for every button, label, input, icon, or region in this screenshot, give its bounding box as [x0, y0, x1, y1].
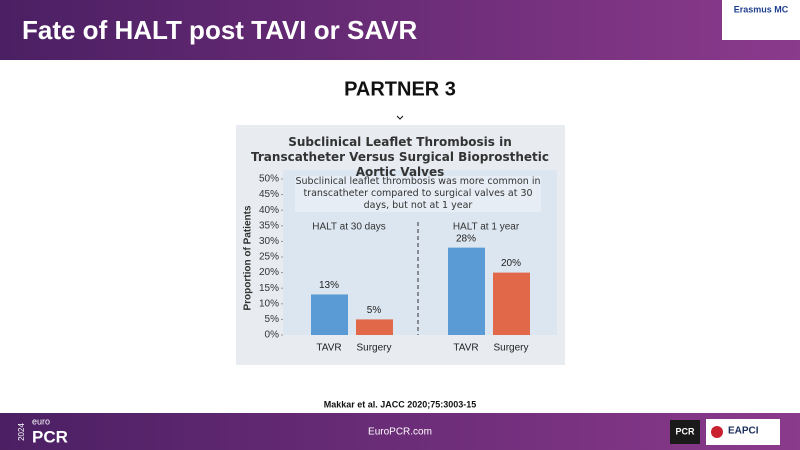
y-tick-label: 45% — [259, 189, 279, 200]
bar — [448, 247, 485, 335]
y-tick-label: 15% — [259, 283, 279, 294]
group-label: HALT at 30 days — [312, 222, 386, 233]
pcr-logo: PCR — [675, 426, 695, 436]
logo-text: Erasmus MC — [734, 4, 789, 14]
y-tick-label: 5% — [265, 314, 280, 325]
y-tick-label: 35% — [259, 220, 279, 231]
bar — [493, 272, 530, 335]
annotation: Subclinical leaflet thrombosis was more … — [295, 176, 541, 212]
y-tick-label: 50% — [259, 174, 279, 185]
x-tick-label: Surgery — [356, 343, 391, 354]
y-tick-label: 25% — [259, 252, 279, 263]
chevron — [396, 115, 404, 120]
value-label: 28% — [456, 233, 476, 244]
pcr-logo-box — [670, 420, 700, 444]
bar — [356, 319, 393, 335]
heading: PARTNER 3 — [344, 78, 456, 100]
header-band — [0, 0, 800, 60]
logo-box — [722, 0, 800, 40]
slide-title: Fate of HALT post TAVI or SAVR — [22, 15, 418, 45]
footer-brand-small: euro — [32, 416, 50, 426]
bar — [311, 294, 348, 335]
y-axis-label: Proportion of Patients — [243, 205, 254, 310]
x-tick-label: TAVR — [453, 343, 478, 354]
value-label: 13% — [319, 280, 339, 291]
x-tick-label: Surgery — [493, 343, 528, 354]
footer-brand: PCR — [32, 427, 68, 446]
y-tick-label: 40% — [259, 205, 279, 216]
y-tick-label: 0% — [265, 330, 280, 341]
eapci-heart — [711, 426, 723, 438]
value-label: 20% — [501, 258, 521, 269]
footer-url: EuroPCR.com — [368, 427, 432, 438]
x-tick-label: TAVR — [316, 343, 341, 354]
group-label: HALT at 1 year — [453, 222, 520, 233]
y-tick-label: 30% — [259, 236, 279, 247]
y-tick-label: 10% — [259, 298, 279, 309]
y-tick-label: 20% — [259, 267, 279, 278]
footer-band — [0, 413, 800, 450]
chart-title: Subclinical Leaflet Thrombosis in Transc… — [251, 135, 549, 179]
value-label: 5% — [367, 305, 382, 316]
citation: Makkar et al. JACC 2020;75:3003-15 — [324, 399, 477, 409]
footer-year: 2024 — [17, 423, 26, 441]
eapci-logo: EAPCI — [728, 426, 759, 437]
